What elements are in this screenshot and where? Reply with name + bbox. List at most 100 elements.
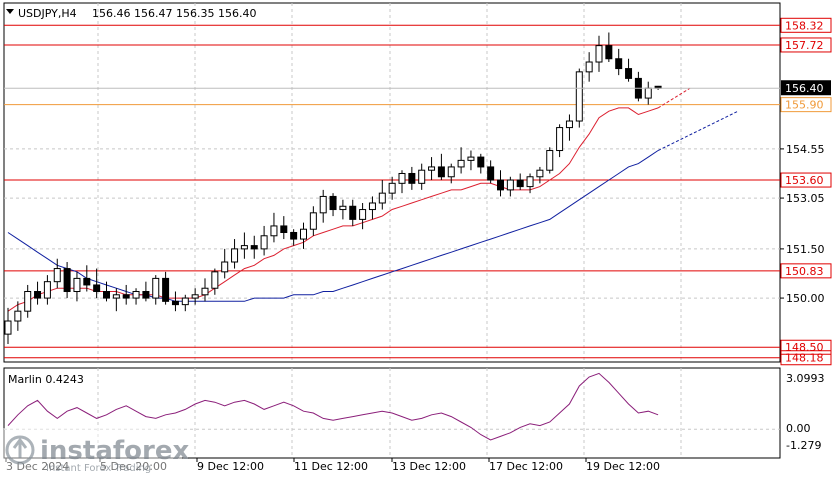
candle-body — [34, 291, 42, 299]
candle — [605, 32, 613, 63]
candle-body — [418, 169, 426, 184]
candle — [240, 232, 248, 259]
oscillator-bottom-value: -1.279 — [786, 439, 821, 452]
moving-averages — [7, 87, 739, 312]
candle-body — [497, 179, 504, 191]
candle — [309, 206, 317, 236]
candle — [83, 265, 91, 292]
level-label: 155.90 — [785, 99, 824, 112]
candle — [211, 268, 219, 295]
candle-body — [260, 235, 268, 250]
candle-body — [53, 268, 61, 283]
level-label-box — [780, 172, 832, 188]
candle — [506, 176, 514, 197]
watermark-brand: instaforex — [40, 436, 190, 466]
level-label: 150.83 — [785, 265, 824, 278]
candle — [497, 170, 504, 197]
candle-body — [14, 310, 22, 322]
candle — [290, 229, 298, 246]
candle-body — [73, 277, 81, 293]
candle-body — [309, 212, 317, 230]
level-label: 158.32 — [785, 19, 824, 32]
candle — [112, 288, 120, 312]
candle-body — [585, 61, 593, 73]
candle-body — [4, 320, 12, 335]
watermark-tagline: Instant Forex Trading — [46, 463, 151, 474]
candle — [644, 81, 652, 105]
candle-body — [516, 179, 524, 188]
oscillator-line — [7, 372, 659, 441]
candle — [250, 235, 258, 259]
candle-body — [191, 294, 199, 299]
candle-body — [595, 45, 603, 63]
header: USDJPY,H4 156.46 156.47 156.35 156.40 — [6, 7, 256, 20]
candle — [428, 157, 436, 181]
candle — [437, 153, 445, 181]
candle — [260, 225, 268, 256]
candle-body — [83, 277, 91, 286]
oscillator-series — [7, 372, 659, 441]
candle — [43, 275, 51, 305]
candle — [595, 35, 603, 72]
candle — [487, 160, 495, 184]
level-label-box — [780, 350, 832, 366]
candle-body — [546, 150, 554, 171]
candle-body — [487, 166, 495, 181]
candle — [349, 199, 357, 226]
candle — [171, 291, 179, 312]
level-label-box — [780, 97, 832, 113]
candle-body — [467, 156, 475, 161]
candle-body — [280, 225, 288, 233]
candle — [73, 271, 81, 302]
grid-lines — [4, 3, 780, 458]
time-tick-label: 11 Dec 12:00 — [294, 460, 368, 473]
level-label-box — [780, 263, 832, 279]
candle-body — [349, 205, 357, 220]
candle — [408, 166, 416, 190]
time-tick-label: 9 Dec 12:00 — [197, 460, 264, 473]
candle — [388, 176, 396, 200]
candle — [152, 275, 160, 305]
candle-body — [319, 195, 327, 214]
level-label: 153.60 — [785, 174, 824, 187]
candle — [300, 222, 307, 249]
fast-ma-projection — [657, 87, 691, 109]
candle — [526, 173, 534, 194]
time-tick-label: 5 Dec 20:00 — [100, 460, 167, 473]
candle — [201, 278, 209, 302]
triangle-down-icon[interactable] — [6, 9, 14, 14]
candle — [231, 239, 239, 269]
candle — [221, 248, 229, 279]
level-label-box — [780, 37, 832, 53]
candle — [4, 307, 12, 344]
candle-body — [398, 172, 406, 184]
candle-body — [112, 294, 120, 299]
candle-body — [240, 245, 248, 250]
candle — [181, 294, 189, 312]
candle-body — [447, 166, 455, 178]
candle-body — [181, 297, 189, 306]
candle-body — [428, 166, 436, 171]
candle-body — [408, 172, 416, 184]
candle-body — [615, 58, 623, 70]
candle-body — [63, 268, 71, 293]
candle — [398, 170, 406, 194]
level-label: 157.72 — [785, 39, 824, 52]
candle — [359, 202, 367, 230]
candle — [34, 281, 42, 305]
slow-ma-projection — [657, 110, 739, 151]
candle-body — [24, 291, 32, 312]
watermark: instaforex Instant Forex Trading — [0, 428, 190, 477]
candle — [142, 281, 150, 302]
candle-body — [625, 68, 633, 79]
candle — [546, 147, 554, 174]
candles — [4, 32, 662, 344]
candle — [556, 124, 564, 158]
candle-body — [388, 182, 396, 194]
candle — [162, 271, 170, 305]
candle — [270, 212, 278, 243]
candle-body — [162, 277, 170, 302]
candle-body — [644, 87, 652, 99]
